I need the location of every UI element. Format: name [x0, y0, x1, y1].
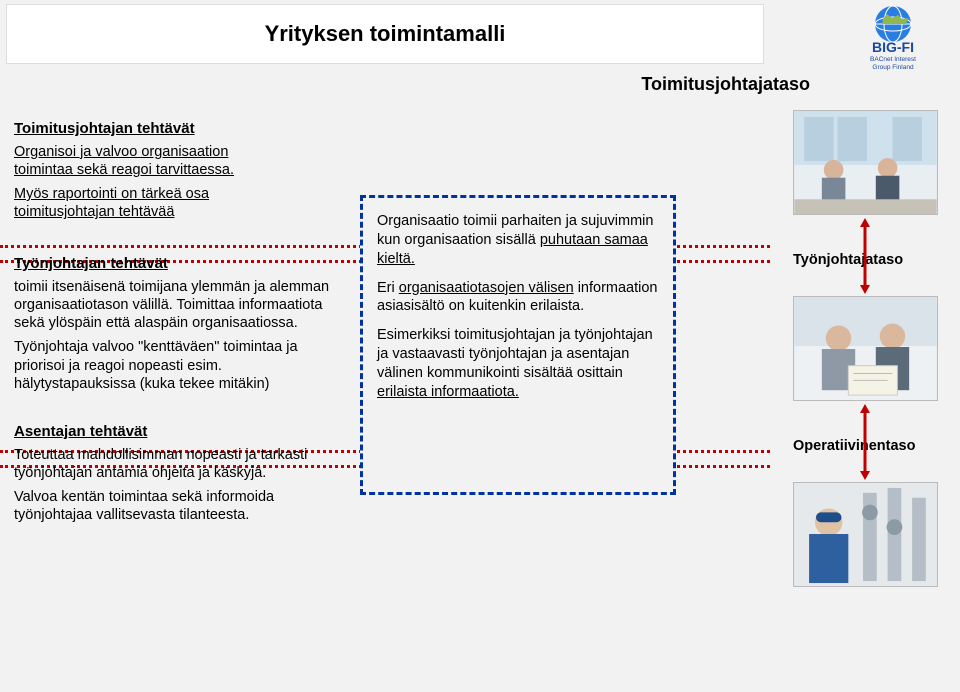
body-text: Organisaatio toimii parhaiten ja sujuvim…: [377, 212, 659, 269]
section-heading: Työnjohtajan tehtävät: [14, 255, 334, 274]
left-column: Toimitusjohtajan tehtävät Organisoi ja v…: [14, 120, 334, 546]
subtitle: Toimitusjohtajataso: [641, 74, 810, 95]
body-text: Eri organisaatiotasojen välisen informaa…: [377, 279, 659, 317]
body-text: Esimerkiksi toimitusjohtajan ja työnjoht…: [377, 326, 659, 401]
image-technician-pipes: [793, 482, 938, 587]
section-supervisor: Työnjohtajan tehtävät toimii itsenäisenä…: [14, 255, 334, 393]
section-installer: Asentajan tehtävät Toteuttaa mahdollisim…: [14, 423, 334, 524]
svg-text:Group Finland: Group Finland: [872, 64, 914, 71]
image-managers: [793, 296, 938, 401]
svg-text:BIG-FI: BIG-FI: [872, 39, 914, 55]
body-text: Työnjohtaja valvoo "kenttäväen" toiminta…: [14, 338, 334, 392]
section-heading: Asentajan tehtävät: [14, 423, 334, 442]
arrow-double: [860, 218, 870, 294]
svg-text:BACnet Interest: BACnet Interest: [870, 56, 916, 63]
body-text: Myös raportointi on tärkeä osa toimitusj…: [14, 185, 334, 221]
header-bar: Yrityksen toimintamalli: [6, 4, 764, 64]
logo: BIG-FI BACnet Interest Group Finland: [848, 2, 938, 72]
section-ceo: Toimitusjohtajan tehtävät Organisoi ja v…: [14, 120, 334, 221]
body-text: toimii itsenäisenä toimijana ylemmän ja …: [14, 278, 334, 332]
arrow-double: [860, 404, 870, 480]
center-callout: Organisaatio toimii parhaiten ja sujuvim…: [360, 195, 676, 495]
image-office-meeting: [793, 110, 938, 215]
body-text: Organisoi ja valvoo organisaation toimin…: [14, 143, 334, 179]
body-text: Toteuttaa mahdollisimman nopeasti ja tar…: [14, 446, 334, 482]
section-heading: Toimitusjohtajan tehtävät: [14, 120, 334, 139]
body-text: Valvoa kentän toimintaa sekä informoida …: [14, 488, 334, 524]
page-title: Yrityksen toimintamalli: [265, 21, 506, 47]
